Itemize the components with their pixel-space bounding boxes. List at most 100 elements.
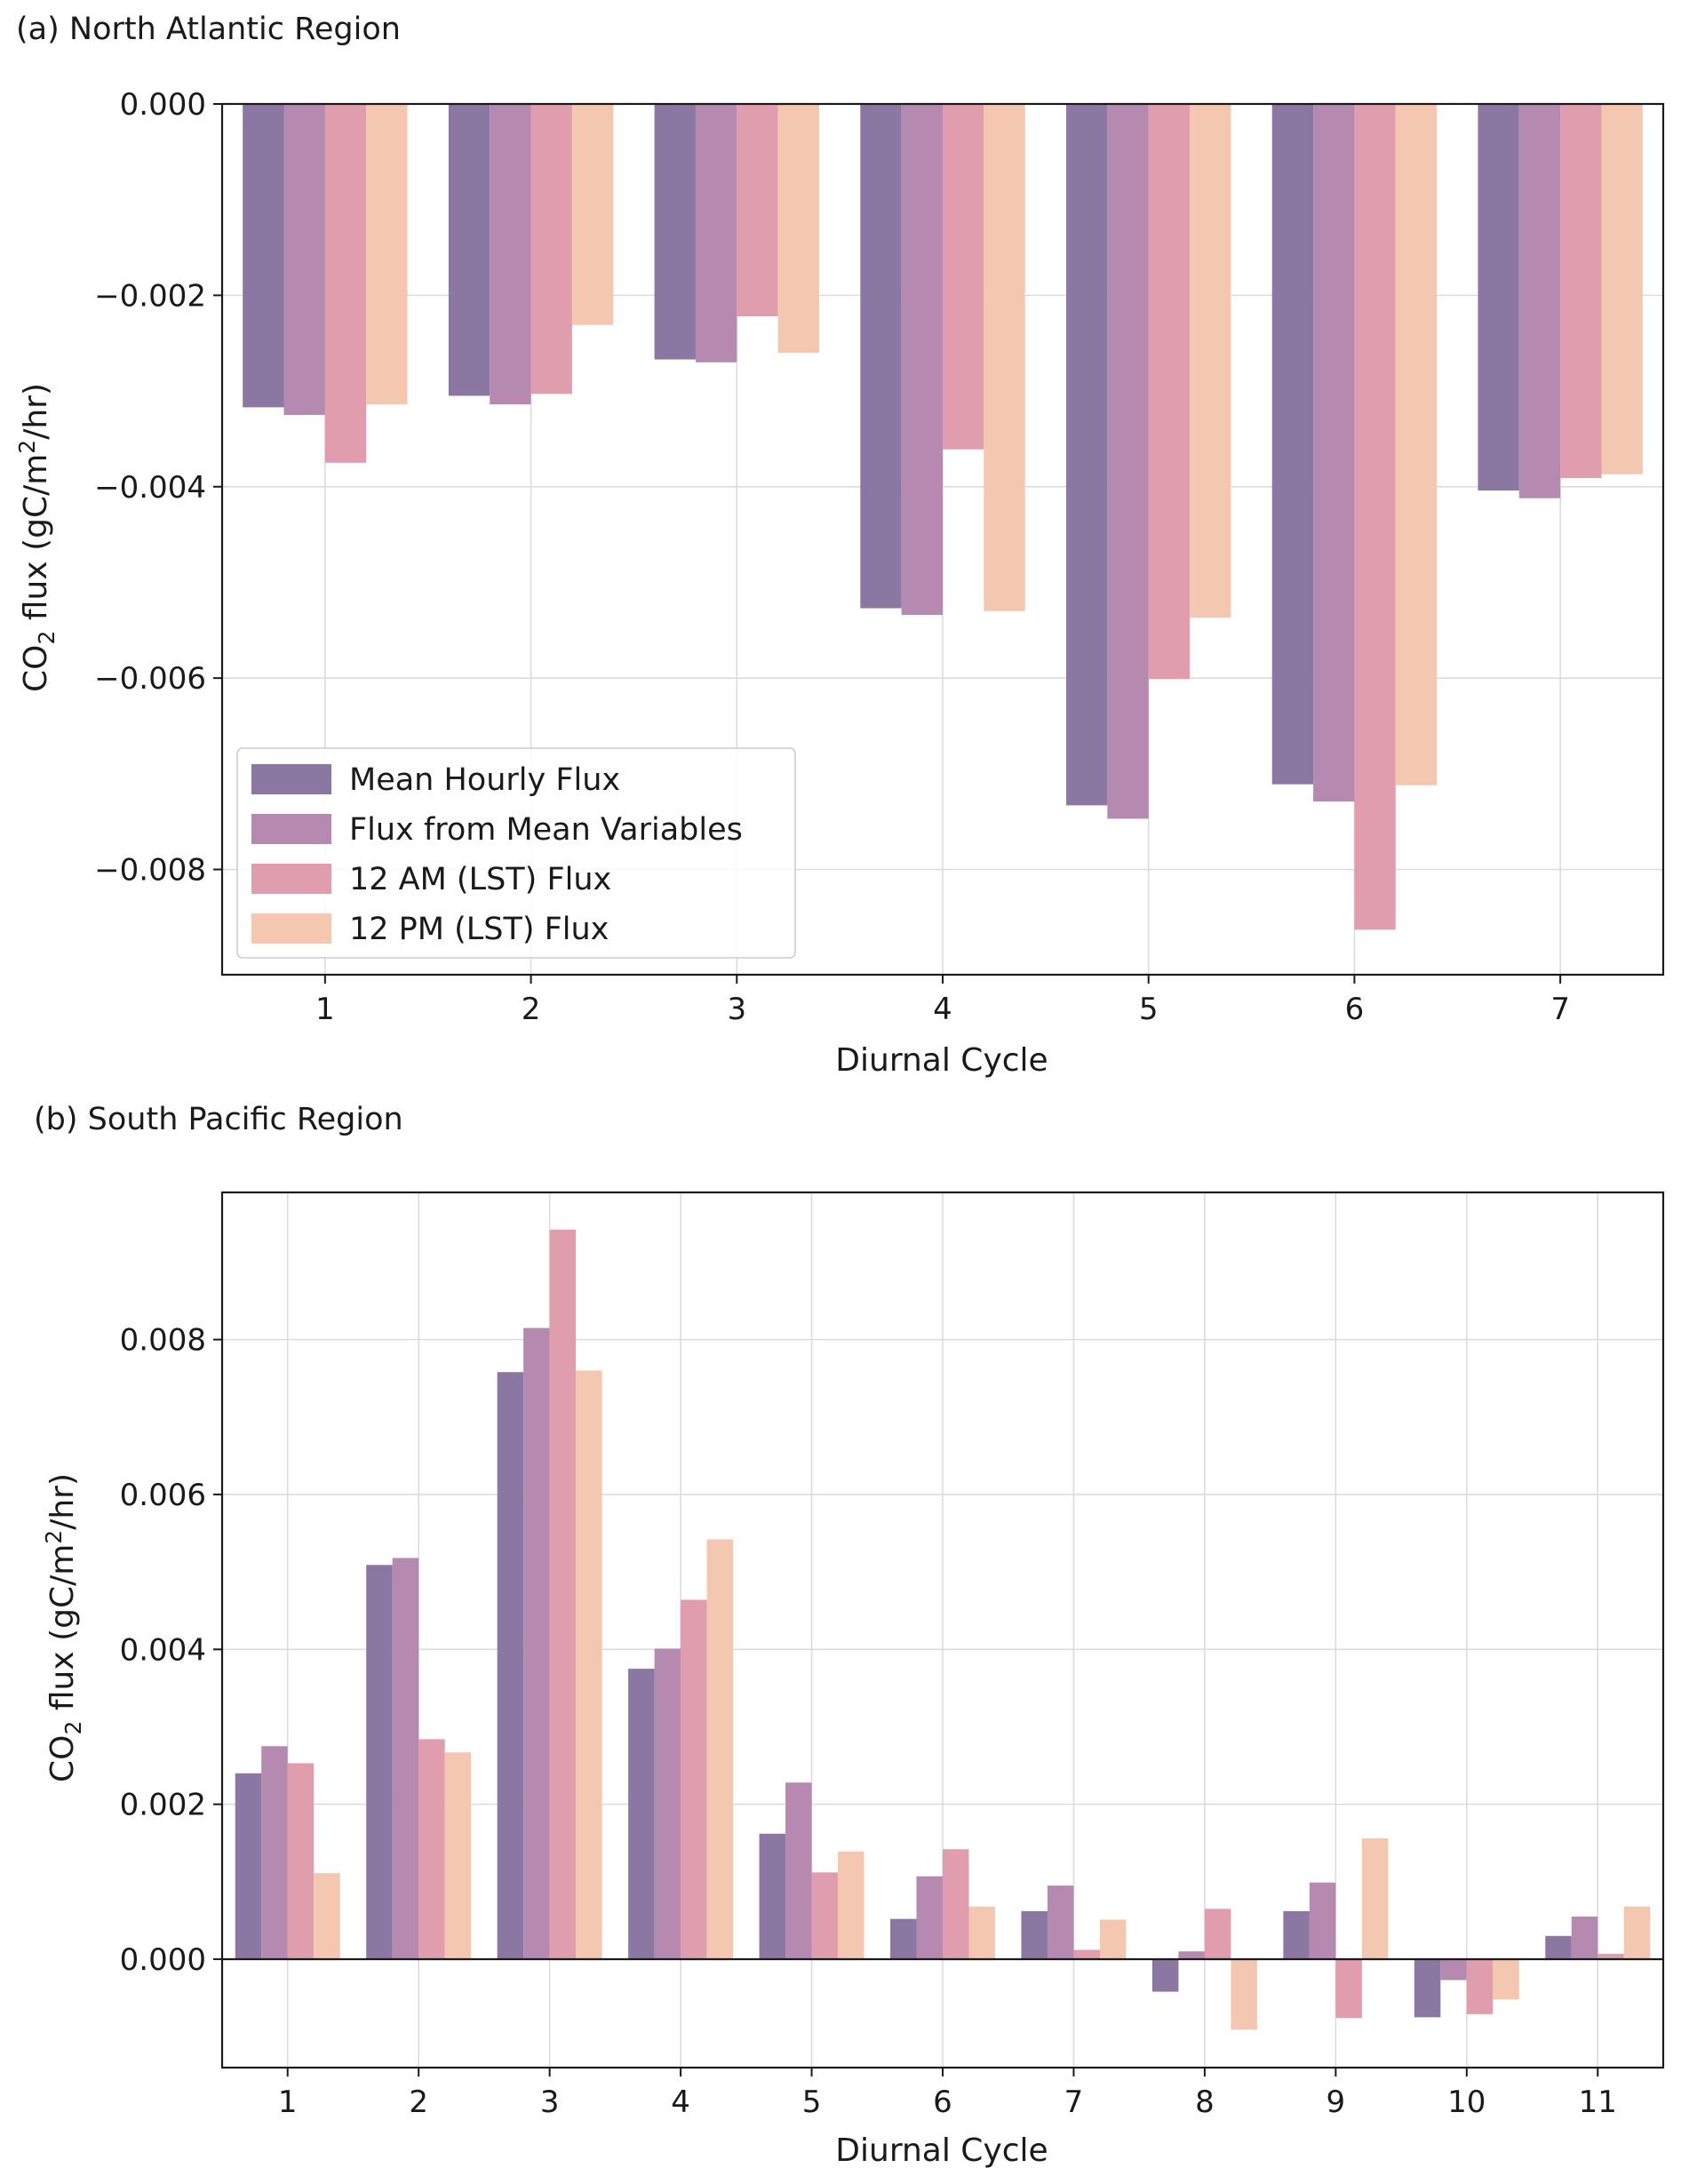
legend-entry: Flux from Mean Variables xyxy=(349,812,743,848)
x-tick-label: 8 xyxy=(1195,2084,1215,2120)
x-tick-label: 11 xyxy=(1579,2084,1617,2120)
legend-swatch xyxy=(251,814,331,844)
panel-b-axes-frame xyxy=(220,1191,1665,2069)
y-tick-label: −0.002 xyxy=(94,278,206,314)
bar xyxy=(1313,104,1355,802)
bar xyxy=(890,1918,917,1959)
bar xyxy=(324,104,367,463)
bar xyxy=(628,1669,655,1959)
bar xyxy=(1283,1910,1310,1959)
bar xyxy=(1414,1958,1441,2018)
bar xyxy=(984,104,1025,611)
panel-south-pacific: (b) South Pacific Region 0.000 0.002 0.004… xyxy=(34,1102,1665,2169)
bar xyxy=(916,1876,943,1959)
y-tick-label: −0.006 xyxy=(94,661,206,697)
bar xyxy=(943,104,984,450)
bar xyxy=(1335,1958,1362,2019)
x-tick-label: 2 xyxy=(409,2084,428,2120)
y-tick-label: 0.000 xyxy=(120,1942,206,1978)
x-tick-label: 7 xyxy=(1064,2084,1084,2120)
bar xyxy=(444,1752,472,1959)
bar xyxy=(261,1746,288,1959)
bar xyxy=(523,1327,550,1959)
bar xyxy=(1571,1917,1598,1959)
legend-swatch xyxy=(251,913,331,944)
bar xyxy=(497,1372,524,1959)
bar xyxy=(1148,104,1191,680)
bar xyxy=(1204,1909,1231,1959)
panel-b-y-axis: 0.000 0.002 0.004 0.006 0.008 xyxy=(120,1323,222,1978)
bar xyxy=(1107,104,1149,819)
x-tick-label: 5 xyxy=(802,2084,822,2120)
bar xyxy=(1190,104,1231,618)
y-tick-label: 0.008 xyxy=(120,1323,206,1359)
y-tick-label: 0.006 xyxy=(120,1478,206,1513)
x-tick-label: 5 xyxy=(1139,992,1159,1027)
bar xyxy=(1361,1837,1389,1959)
bar xyxy=(366,1565,393,1959)
panel-a-title: (a) North Atlantic Region xyxy=(16,12,401,47)
bar xyxy=(1560,104,1602,479)
panel-a-y-axis-label: CO2 flux (gC/m2/hr) xyxy=(14,383,60,692)
bar xyxy=(1601,104,1643,474)
y-tick-label: −0.008 xyxy=(94,853,206,889)
bar xyxy=(681,1599,707,1959)
bar xyxy=(1440,1958,1467,1981)
bar xyxy=(243,104,284,408)
bar xyxy=(1493,1958,1519,2000)
x-tick-label: 6 xyxy=(933,2084,952,2120)
legend-entry: 12 PM (LST) Flux xyxy=(349,912,609,947)
bar xyxy=(283,104,325,415)
y-tick-label: 0.000 xyxy=(120,87,206,123)
x-tick-label: 3 xyxy=(727,992,746,1027)
panel-b-x-axis: 1 2 3 4 5 6 7 8 9 10 11 xyxy=(278,2068,1617,2120)
bar xyxy=(1478,104,1519,491)
panel-b-x-axis-label: Diurnal Cycle xyxy=(835,2132,1048,2169)
bar xyxy=(366,104,408,405)
x-tick-label: 1 xyxy=(315,992,335,1027)
bar xyxy=(1066,104,1108,806)
panel-a-x-axis: 1 2 3 4 5 6 7 xyxy=(315,975,1570,1027)
panel-b-title: (b) South Pacific Region xyxy=(34,1102,403,1137)
bar xyxy=(549,1229,577,1959)
bar xyxy=(576,1370,602,1959)
x-tick-label: 2 xyxy=(522,992,541,1027)
bar xyxy=(1047,1885,1074,1959)
bar xyxy=(785,1782,812,1959)
bar xyxy=(235,1773,262,1959)
panel-a-axes-frame xyxy=(220,102,1665,976)
bar xyxy=(811,1872,839,1959)
bar xyxy=(1021,1910,1048,1959)
bar xyxy=(530,104,572,395)
bar xyxy=(1073,1949,1100,1959)
panel-b-y-axis-label: CO2 flux (gC/m2/hr) xyxy=(41,1473,86,1782)
legend-entry: Mean Hourly Flux xyxy=(349,762,620,798)
x-tick-label: 1 xyxy=(278,2084,298,2120)
legend-swatch xyxy=(251,764,331,794)
bar xyxy=(392,1558,419,1959)
panel-b-bars xyxy=(235,1229,1651,2030)
bar xyxy=(1623,1906,1651,1959)
bar xyxy=(571,104,614,325)
panel-north-atlantic: (a) North Atlantic Region 0.000 −0.002 −0.… xyxy=(14,12,1665,1079)
bar xyxy=(1271,104,1314,785)
bar xyxy=(1231,1958,1257,2030)
bar xyxy=(860,104,902,609)
bar xyxy=(838,1851,864,1959)
bar xyxy=(654,1648,681,1959)
bar xyxy=(737,104,778,317)
bar xyxy=(314,1873,340,1959)
bar xyxy=(759,1833,786,1959)
legend-swatch xyxy=(251,864,331,894)
bar xyxy=(1099,1919,1127,1959)
bar xyxy=(1178,1951,1205,1959)
x-tick-label: 6 xyxy=(1345,992,1365,1027)
x-tick-label: 7 xyxy=(1550,992,1570,1027)
x-tick-label: 3 xyxy=(540,2084,560,2120)
legend-frame xyxy=(236,747,796,959)
bar xyxy=(1309,1882,1336,1959)
panel-a-bars xyxy=(243,104,1643,930)
bar xyxy=(1395,104,1438,785)
bar xyxy=(1597,1953,1624,1959)
y-tick-label: 0.002 xyxy=(120,1788,206,1823)
